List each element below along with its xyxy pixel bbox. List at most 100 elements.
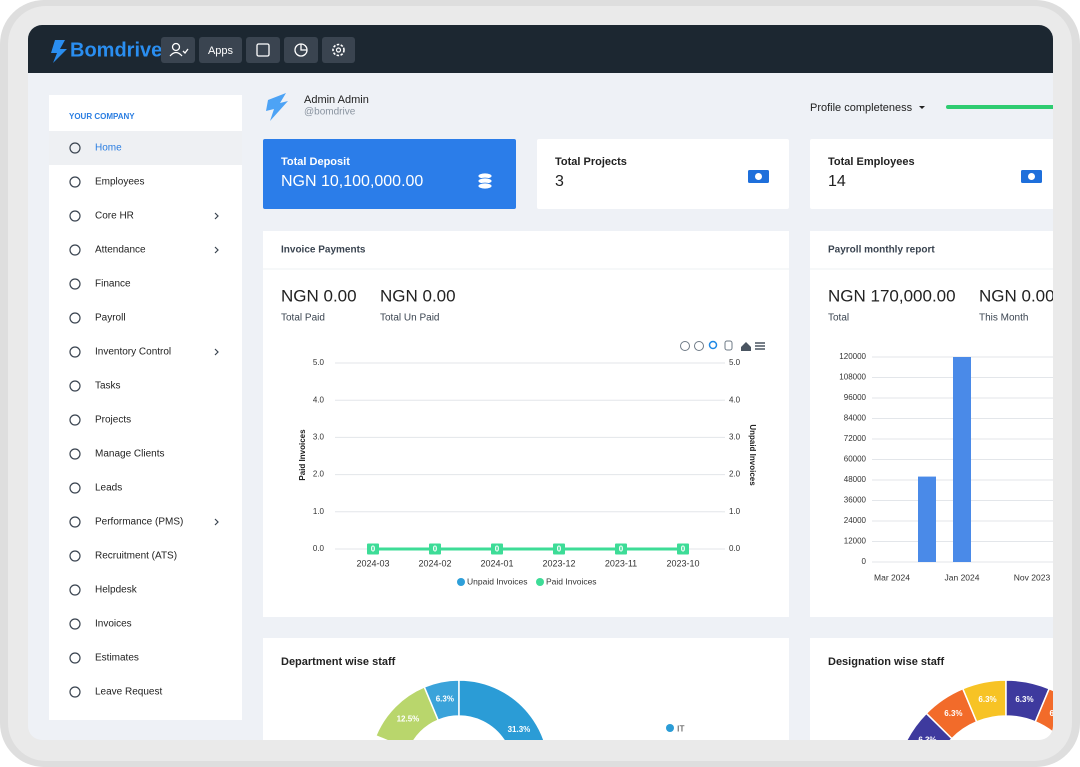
legend-label[interactable]: Paid Invoices: [546, 576, 597, 586]
data-label: 0: [681, 545, 686, 554]
legend-label[interactable]: IT: [677, 723, 685, 733]
stat-card: [537, 139, 789, 209]
stat-card: [810, 139, 1053, 209]
legend-marker[interactable]: [666, 724, 674, 732]
sidebar-menu: Home Employees Core HR Attendance Finance Pay…: [49, 131, 242, 698]
menu-item[interactable]: Inventory Control: [69, 346, 219, 358]
stat-icon: [755, 173, 762, 180]
legend-marker[interactable]: [457, 578, 465, 586]
zoom-in[interactable]: [680, 341, 690, 351]
y2-tick-label: 4.0: [729, 395, 741, 404]
summary-label: Total: [828, 313, 849, 324]
brand-logo: [51, 40, 67, 63]
sidebar-section: YOUR COMPANY: [69, 112, 135, 121]
x-tick-label: 2023-12: [542, 558, 575, 568]
summary-value: NGN 0.00: [380, 286, 456, 305]
menu-item[interactable]: Home: [49, 131, 242, 165]
menu-label: Inventory Control: [95, 347, 171, 358]
y-tick-label: 12000: [844, 537, 867, 546]
menu-icon: [69, 550, 81, 562]
screen: Bomdrive Apps YOUR COMPANY Home Employees…: [28, 25, 1053, 740]
menu-item[interactable]: Invoices: [69, 618, 132, 630]
bar: [918, 476, 936, 562]
menu-item[interactable]: Recruitment (ATS): [69, 550, 177, 562]
summary-label: This Month: [979, 313, 1028, 324]
data-label: 0: [619, 545, 624, 554]
submenu-chevron: [214, 246, 219, 254]
data-label: 0: [371, 545, 376, 554]
menu-item[interactable]: Estimates: [69, 652, 139, 664]
menu-icon: [69, 346, 81, 358]
menu-item[interactable]: Helpdesk: [69, 584, 138, 596]
zoom-out[interactable]: [694, 341, 704, 351]
menu-item[interactable]: Manage Clients: [69, 448, 164, 460]
y-tick-label: 2.0: [313, 470, 325, 479]
user-name: Admin Admin: [304, 94, 369, 106]
menu[interactable]: [755, 342, 765, 350]
menu-item[interactable]: Projects: [69, 414, 131, 426]
legend-label[interactable]: Unpaid Invoices: [467, 576, 527, 586]
y2-tick-label: 5.0: [729, 358, 741, 367]
icon: [300, 44, 307, 51]
nav-button-settings[interactable]: [322, 37, 355, 63]
y-tick-label: 72000: [844, 434, 867, 443]
menu-label: Recruitment (ATS): [95, 551, 177, 562]
menu-item[interactable]: Leave Request: [69, 686, 162, 698]
nav-button-calendar[interactable]: [246, 37, 280, 63]
donut-slice: [458, 679, 550, 740]
menu-label: Performance (PMS): [95, 517, 183, 528]
y-tick-label: 120000: [839, 352, 866, 361]
x-tick-label: 2024-01: [480, 558, 513, 568]
menu-item[interactable]: Employees: [69, 176, 144, 188]
y-tick-label: 48000: [844, 475, 867, 484]
menu-label: Invoices: [95, 619, 132, 630]
y-tick-label: 5.0: [313, 358, 325, 367]
menu-label: Core HR: [95, 211, 134, 222]
summary-value: NGN 0.00: [281, 286, 357, 305]
panel-title: Department wise staff: [281, 656, 396, 668]
department-chart: 12.5% 6.3% 31.3% IT: [374, 679, 685, 740]
menu-item[interactable]: Core HR: [69, 210, 219, 222]
submenu-chevron: [214, 348, 219, 356]
top-nav: [28, 25, 1053, 73]
x-tick-label: 2024-03: [356, 558, 389, 568]
profile-completeness[interactable]: Profile completeness: [810, 102, 913, 114]
user-avatar: [266, 93, 288, 121]
stat-card: [263, 139, 516, 209]
icon: [171, 42, 181, 52]
x-tick-label: 2023-10: [666, 558, 699, 568]
stat-label: Total Employees: [828, 156, 915, 168]
slice-label: 31.3%: [508, 725, 531, 734]
y2-tick-label: 1.0: [729, 507, 741, 516]
panel-title: Payroll monthly report: [828, 245, 935, 256]
y-tick-label: 0: [862, 557, 867, 566]
icon: [335, 47, 342, 53]
submenu-chevron: [214, 518, 219, 526]
slice-label: 6.3%: [436, 695, 454, 704]
menu-label: Estimates: [95, 653, 139, 664]
menu-item[interactable]: Attendance: [69, 244, 219, 256]
data-label-bg: [553, 543, 565, 555]
menu-icon: [69, 210, 81, 222]
menu-item[interactable]: Payroll: [69, 312, 126, 324]
menu-icon: [69, 618, 81, 630]
menu-icon: [69, 584, 81, 596]
x-tick-label: 2023-11: [605, 558, 637, 568]
menu-item[interactable]: Finance: [69, 278, 131, 290]
y-tick-label: 84000: [844, 414, 867, 423]
stat-label: Total Deposit: [281, 156, 350, 168]
panel-title: Invoice Payments: [281, 245, 366, 256]
menu-item[interactable]: Performance (PMS): [69, 516, 219, 528]
menu-icon: [69, 686, 81, 698]
menu-item[interactable]: Tasks: [69, 380, 121, 392]
x-tick-label: Jan 2024: [945, 572, 980, 582]
nav-button-apps[interactable]: [199, 37, 242, 63]
legend-marker[interactable]: [536, 578, 544, 586]
reset-zoom[interactable]: [741, 342, 751, 351]
y2-axis-title: Unpaid Invoices: [748, 424, 757, 486]
menu-item[interactable]: Leads: [69, 482, 122, 494]
pan[interactable]: [724, 340, 733, 351]
y-tick-label: 36000: [844, 496, 867, 505]
y-tick-label: 4.0: [313, 395, 325, 404]
zoom-select[interactable]: [708, 340, 718, 350]
